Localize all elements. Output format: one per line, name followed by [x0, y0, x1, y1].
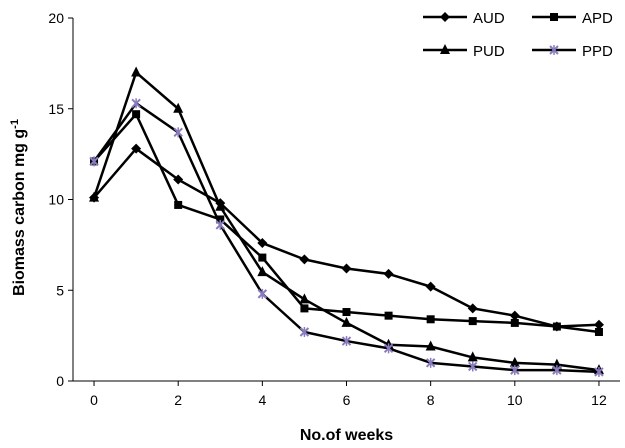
x-axis-title: No.of weeks	[300, 427, 393, 444]
point-aud	[425, 281, 436, 292]
series-ppd	[89, 98, 604, 377]
point-pud	[551, 358, 562, 369]
point-aud	[257, 238, 268, 249]
legend-label-aud: AUD	[473, 10, 505, 27]
point-ppd	[215, 219, 225, 230]
point-pud	[341, 316, 352, 327]
point-ppd	[131, 98, 141, 109]
point-aud	[383, 268, 394, 279]
x-tick-label: 10	[507, 392, 523, 408]
point-apd	[258, 253, 267, 262]
point-ppd	[89, 156, 99, 167]
point-pud	[509, 356, 520, 367]
x-tick-label: 8	[427, 392, 435, 408]
point-pud	[131, 66, 142, 77]
series-layer	[89, 66, 604, 377]
x-tick-label: 0	[90, 392, 98, 408]
legend-label-ppd: PPD	[582, 43, 613, 60]
series-aud	[89, 143, 604, 332]
point-apd	[174, 200, 183, 209]
legend-item-aud: AUD	[423, 10, 505, 27]
y-axis-title-text: Biomass carbon mg g	[11, 129, 28, 296]
point-ppd	[341, 336, 352, 347]
series-pud	[89, 66, 604, 375]
point-ppd	[173, 127, 183, 138]
y-tick-label: 0	[56, 373, 64, 389]
point-apd	[384, 311, 393, 320]
series-line-aud	[93, 147, 600, 328]
point-aud	[467, 303, 478, 314]
legend-marker-pud	[440, 44, 450, 54]
legend-item-apd: APD	[532, 10, 613, 27]
ticks: 0 5 10 15 20 0 2 4 6 8 10 12	[48, 10, 607, 408]
y-tick-label: 5	[56, 282, 64, 298]
point-aud	[299, 254, 310, 265]
y-axis-title-superscript: -1	[9, 119, 21, 129]
point-aud	[593, 319, 604, 330]
legend-marker-apd	[550, 13, 558, 21]
point-ppd	[257, 288, 268, 299]
legend-item-ppd: PPD	[532, 43, 613, 60]
x-tick-label: 12	[591, 392, 607, 408]
point-pud	[467, 351, 478, 362]
point-pud	[173, 102, 184, 113]
point-ppd	[299, 326, 310, 337]
point-apd	[426, 315, 435, 324]
point-ppd	[425, 357, 436, 368]
point-ppd	[594, 366, 604, 377]
point-apd	[132, 110, 141, 119]
point-pud	[257, 266, 268, 277]
point-pud	[89, 191, 100, 202]
point-apd	[552, 322, 561, 331]
point-ppd	[552, 365, 562, 376]
x-tick-label: 6	[343, 392, 351, 408]
series-line-ppd	[93, 102, 600, 374]
point-apd	[510, 318, 519, 327]
point-apd	[216, 215, 225, 224]
svg-text:Biomass carbon mg g-1: Biomass carbon mg g-1	[9, 119, 28, 296]
point-apd	[342, 308, 351, 317]
point-apd	[300, 304, 309, 313]
legend: AUD APD PUD PPD	[423, 10, 613, 60]
point-ppd	[510, 365, 520, 376]
point-pud	[299, 293, 310, 304]
y-tick-label: 20	[48, 10, 64, 26]
point-ppd	[468, 361, 478, 372]
legend-item-pud: PUD	[423, 43, 505, 60]
series-line-apd	[93, 112, 600, 334]
y-axis-title: Biomass carbon mg g-1	[9, 119, 28, 296]
point-aud	[131, 143, 142, 154]
legend-label-pud: PUD	[473, 43, 505, 60]
series-apd	[90, 110, 603, 336]
point-pud	[215, 200, 226, 211]
legend-marker-ppd	[549, 45, 559, 55]
point-aud	[341, 263, 352, 274]
point-ppd	[383, 343, 394, 354]
y-tick-label: 10	[48, 192, 64, 208]
legend-marker-aud	[440, 12, 450, 22]
point-aud	[509, 310, 520, 321]
y-tick-label: 15	[48, 101, 64, 117]
x-tick-label: 4	[258, 392, 266, 408]
point-apd	[594, 327, 603, 336]
point-aud	[173, 174, 184, 185]
legend-label-apd: APD	[582, 10, 613, 27]
x-tick-label: 2	[174, 392, 182, 408]
point-pud	[425, 340, 436, 351]
point-apd	[468, 317, 477, 326]
